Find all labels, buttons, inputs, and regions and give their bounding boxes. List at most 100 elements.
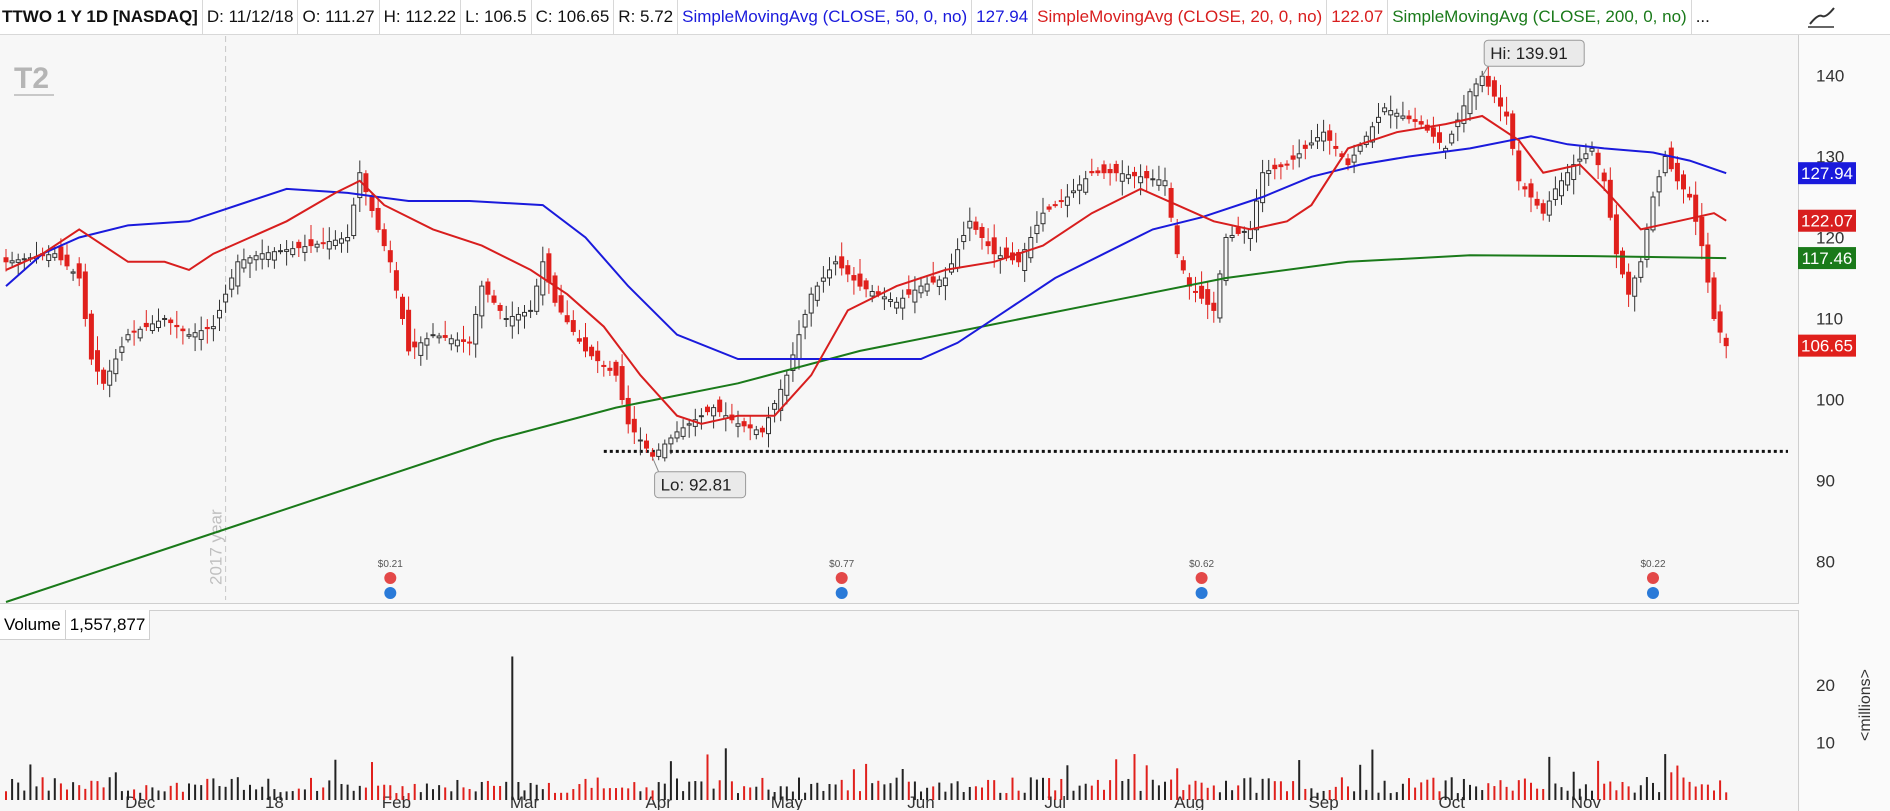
volume-bar: [1133, 754, 1136, 800]
candle-body: [637, 439, 643, 442]
volume-bar: [200, 785, 203, 800]
month-tick-label: Aug: [1174, 793, 1204, 810]
volume-bar: [1054, 790, 1057, 800]
volume-bar: [1231, 790, 1234, 800]
volume-bar: [1420, 782, 1423, 800]
volume-bar: [1676, 765, 1679, 800]
candle-body: [1284, 163, 1290, 166]
dividend-amount-label: $0.22: [1640, 559, 1665, 570]
volume-bar: [901, 769, 904, 800]
candle-body: [522, 311, 527, 317]
candle-body: [363, 173, 369, 193]
candle-body: [125, 334, 131, 341]
candle-body: [1260, 172, 1266, 204]
candle-body: [1022, 249, 1028, 272]
volume-bar: [730, 781, 733, 800]
candle-body: [918, 285, 924, 294]
price-tick-label: 100: [1816, 391, 1844, 410]
sma50-legend-label[interactable]: SimpleMovingAvg (CLOSE, 50, 0, no): [678, 0, 973, 34]
candle-body: [1052, 204, 1058, 207]
candle-body: [735, 423, 741, 427]
symbol-label[interactable]: TTWO 1 Y 1D [NASDAQ]: [0, 0, 203, 34]
candle-body: [1449, 133, 1455, 144]
candle-body: [552, 275, 558, 303]
volume-bar: [1194, 780, 1197, 800]
candle-body: [802, 313, 808, 328]
volume-bar: [981, 787, 983, 800]
volume-bar: [1176, 768, 1179, 800]
volume-bar: [1249, 777, 1252, 800]
candle-body: [1144, 171, 1150, 179]
candle-body: [204, 326, 210, 330]
sma200-line: [5, 254, 1727, 603]
volume-bar: [1365, 789, 1368, 800]
volume-bar: [1182, 790, 1185, 800]
candle-body: [955, 249, 961, 269]
candle-body: [1723, 337, 1729, 347]
volume-bar: [1688, 781, 1691, 800]
candle-body: [461, 339, 466, 342]
candle-body: [1479, 75, 1485, 87]
volume-bar: [1322, 790, 1325, 800]
candle-body: [1400, 115, 1406, 119]
sma200-legend-label[interactable]: SimpleMovingAvg (CLOSE, 200, 0, no): [1388, 0, 1692, 34]
more-studies[interactable]: ...: [1695, 7, 1710, 26]
candle-body: [1693, 194, 1699, 222]
candle-body: [583, 337, 588, 352]
last-value-label: 127.94: [1801, 164, 1853, 183]
volume-bar: [1536, 788, 1539, 800]
volume-bar: [84, 788, 87, 800]
candle-body: [1308, 142, 1314, 146]
candle-body: [479, 285, 485, 317]
candle-body: [509, 315, 515, 327]
volume-panel[interactable]: [0, 610, 1799, 811]
volume-bar: [1633, 792, 1636, 800]
candle-body: [711, 407, 717, 417]
chart-style-toggle[interactable]: [1800, 0, 1890, 35]
candle-body: [162, 318, 168, 320]
volume-bar: [444, 787, 447, 800]
candle-body: [418, 342, 424, 356]
earnings-icon: [835, 587, 848, 599]
volume-bar: [432, 789, 434, 800]
candle-body: [149, 323, 155, 332]
candle-body: [406, 309, 412, 352]
volume-bar: [1084, 783, 1087, 800]
volume-bar: [120, 791, 123, 800]
volume-bar: [59, 783, 62, 800]
volume-bar: [438, 785, 441, 800]
volume-bar: [279, 792, 282, 800]
candle-body: [912, 289, 918, 303]
sma20-legend-label[interactable]: SimpleMovingAvg (CLOSE, 20, 0, no): [1033, 0, 1328, 34]
price-panel[interactable]: [0, 35, 1799, 604]
candle-body: [174, 324, 180, 328]
earnings-icon: [1647, 587, 1659, 599]
candle-body: [46, 254, 52, 261]
volume-bar: [669, 761, 672, 800]
volume-bar: [242, 789, 245, 800]
volume-bar: [1340, 777, 1343, 800]
volume-bar: [395, 793, 398, 800]
volume-bar: [749, 787, 752, 800]
candle-body: [515, 313, 521, 321]
candle-body: [808, 293, 814, 314]
candle-body: [375, 207, 381, 230]
volume-bar: [1023, 792, 1026, 800]
low-marker-label: Lo: 92.81: [661, 476, 732, 495]
dividend-amount-label: $0.21: [378, 559, 403, 570]
volume-bar: [1444, 780, 1447, 800]
candle-body: [1327, 130, 1333, 141]
earnings-icon: [1195, 587, 1208, 599]
candle-body: [668, 437, 674, 445]
volume-bar: [450, 791, 453, 800]
candle-body: [271, 251, 277, 261]
candle-body: [168, 319, 174, 324]
volume-bar: [1060, 778, 1063, 800]
dividend-amount-label: $0.62: [1189, 559, 1214, 570]
volume-bar: [1255, 792, 1258, 800]
volume-bar: [407, 793, 410, 800]
dividend-icon: [1647, 572, 1659, 584]
chart-style-icon[interactable]: [1800, 0, 1890, 34]
candle-body: [143, 322, 149, 328]
